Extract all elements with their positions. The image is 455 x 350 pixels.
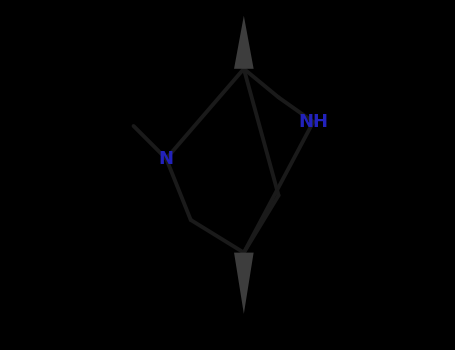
Text: N: N bbox=[159, 150, 174, 168]
Polygon shape bbox=[234, 253, 253, 314]
Text: NH: NH bbox=[298, 113, 329, 131]
Polygon shape bbox=[234, 16, 253, 69]
